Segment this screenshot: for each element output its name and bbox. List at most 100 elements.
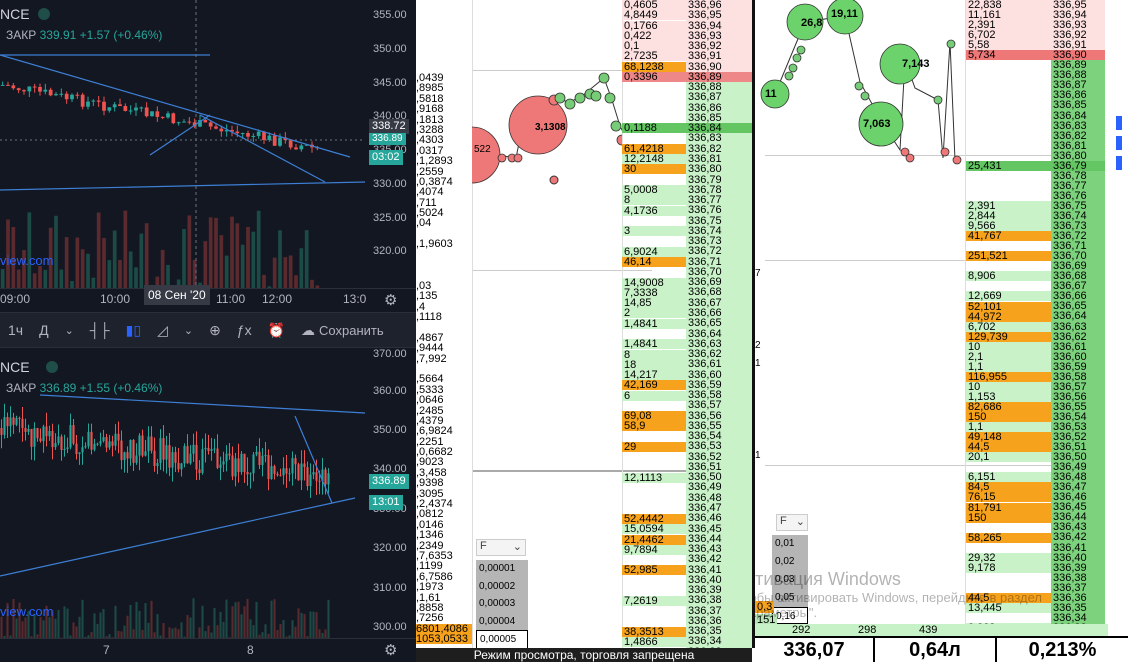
candle-body [251,135,256,137]
volume-bar [30,636,33,638]
price-cell: 336,53 [1051,421,1105,432]
candle-body [107,107,112,111]
add-indicator-icon[interactable]: ⊕ [209,321,221,338]
price-cell: 336,43 [1051,522,1105,533]
side-mark-4: 1 [755,450,761,461]
volume-bar [180,622,183,638]
filter-option[interactable]: 0,00003 [479,598,516,609]
bubble-label: 522 [474,144,491,155]
volume-cell: 6 [622,390,686,401]
filter-option[interactable]: 0,00001 [479,563,516,574]
left-volume-cell: ,4074 [416,186,444,199]
candle-body [66,447,69,449]
price-cell: 336,86 [686,102,752,113]
volume-bar [117,630,120,638]
left-volume-cell: ,8985 [416,82,444,95]
price-cell: 336,42 [686,554,752,565]
cloud-save-icon[interactable]: ☁ [301,321,316,338]
area-chart-icon[interactable]: ◿ [157,321,168,338]
volume-cell: 15,0594 [622,524,686,535]
volume-bar [0,268,5,288]
filter-option-selected[interactable]: 0,00005 [476,630,528,648]
bottom-chart-canvas[interactable] [0,348,416,638]
filter-option[interactable]: 0,05 [775,592,795,603]
price-cell: 336,71 [686,256,752,267]
price-cell: 336,66 [1051,291,1105,302]
volume-cell: 20,1 [966,452,1051,463]
candle-body [147,436,150,452]
volume-bar [15,618,18,638]
cluster-panel-middle: ,0439,8985,5818,9168,1813,3288,4303,0317… [416,0,752,648]
volume-cell: 68,1238 [622,61,686,72]
top-chart-canvas[interactable] [0,0,416,312]
candle-body [3,417,6,435]
price-cell: 336,67 [1051,281,1105,292]
chart-symbol: NCE [0,6,30,22]
candle-body [321,469,324,482]
cluster-panel-right: 26,8 19,11 7,143 7,063 11 22,838 11,161 2,391 6… [755,0,1128,636]
bar-chart-icon[interactable]: ┤├ [89,322,110,338]
volume-bar [48,227,53,288]
volume-cell: 12,1113 [622,472,686,483]
candle-body [96,100,101,102]
candle-body [222,461,225,465]
candle-body [201,449,204,473]
candle-body [6,84,10,86]
volume-cell: 5,0008 [622,185,686,196]
left-volume-cell: ,1973 [416,581,444,594]
price-cell: 336,56 [1051,391,1105,402]
volume-bar [283,257,288,288]
bubble-label: 19,11 [831,8,858,20]
left-volume-cell: ,7256 [416,612,444,625]
countdown-label: 03:02 [369,150,403,165]
filter-option[interactable]: 0,01 [775,538,795,549]
chevron-down-icon[interactable]: ⌄ [183,324,194,337]
price-cell: 336,75 [686,215,752,226]
candle-body [327,473,330,485]
candle-body [230,130,234,132]
volume-bar [235,223,240,288]
bubble [604,92,616,104]
volume-cell: 25,431 [966,160,1051,171]
daily-interval-button[interactable]: Д [39,322,49,338]
candle-body [102,101,106,111]
small-label-left-2: 151 [755,614,778,626]
interval-button[interactable]: 1ч [8,322,24,338]
candle-body [139,107,144,109]
candle-body [318,480,321,482]
volume-bar [219,235,224,288]
mid-filter-dropdown[interactable]: F ⌄ [476,539,526,556]
fx-icon[interactable]: ƒx [236,322,252,338]
alert-clock-icon[interactable]: ⏰ [267,321,286,338]
candle-body [144,107,149,117]
settings-gear-icon[interactable]: ⚙ [384,292,398,309]
price-cell: 336,60 [686,369,752,380]
price-cell: 336,86 [1051,90,1105,101]
panel-divider [752,0,755,648]
price-cell: 336,62 [686,348,752,360]
filter-option[interactable]: 0,03 [775,574,795,585]
volume-bar [198,627,201,638]
filter-option[interactable]: 0,02 [775,556,795,567]
bubble [860,91,870,101]
candlestick-icon[interactable]: ▮▯ [125,321,142,338]
price-cell: 336,70 [1051,251,1105,262]
volume-bar [166,264,170,288]
volume-cell: 61,4218 [622,143,686,154]
volume-cell: 129,739 [966,331,1051,342]
chevron-down-icon[interactable]: ⌄ [64,324,74,337]
settings-gear-icon[interactable]: ⚙ [384,642,398,659]
filter-option[interactable]: 0,00004 [479,615,516,627]
right-side-scroll[interactable] [1108,110,1128,210]
volume-bar [315,285,320,288]
volume-bar [208,217,213,288]
left-volume-cell: ,0146 [416,518,444,531]
candle-body [264,455,267,457]
filter-option[interactable]: 0,00002 [479,580,516,592]
right-filter-dropdown[interactable]: F ⌄ [776,514,808,531]
bubble [564,98,576,110]
candle-body [195,444,198,470]
save-button[interactable]: Сохранить [319,322,384,338]
volume-bar [282,620,285,638]
candle-body [171,452,174,468]
